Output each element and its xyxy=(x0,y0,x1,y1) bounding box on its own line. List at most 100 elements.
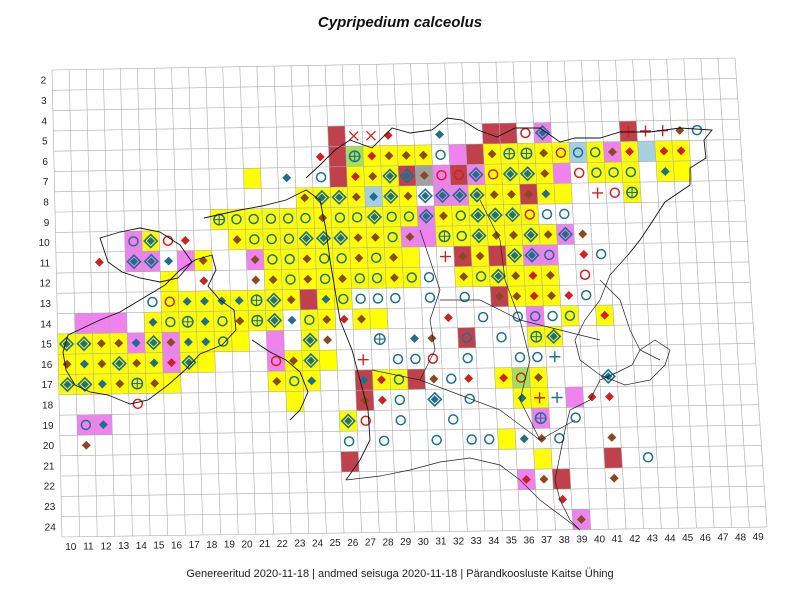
grid-cell-35-17 xyxy=(494,367,513,389)
diamond-marker xyxy=(512,291,522,301)
grid-line-horizontal xyxy=(51,57,736,71)
grid-line-horizontal xyxy=(54,180,744,193)
cell-fill xyxy=(621,161,641,183)
grid-line-vertical xyxy=(102,69,116,537)
grid-cell-27-13 xyxy=(355,293,366,304)
diamond-marker xyxy=(468,166,484,183)
diamond-marker xyxy=(494,292,504,301)
circle-marker xyxy=(541,208,553,220)
grid-cell-19-15 xyxy=(214,331,233,352)
diamond-marker xyxy=(504,207,521,223)
x-axis-label: 35 xyxy=(506,536,518,547)
grid-cell-27-5 xyxy=(348,130,359,141)
diamond-marker xyxy=(132,358,142,368)
diamond-marker xyxy=(303,352,319,369)
grid-cell-36-13 xyxy=(507,285,526,307)
grid-cell-17-15 xyxy=(179,331,198,353)
grid-cell-33-12 xyxy=(454,266,473,287)
grid-line-vertical xyxy=(376,64,398,533)
grid-cell-25-6 xyxy=(315,152,325,162)
cell-fill xyxy=(540,244,559,266)
circle-marker xyxy=(423,271,435,283)
diamond-marker xyxy=(417,188,433,204)
diamond-marker xyxy=(146,236,155,246)
grid-cell-12-19 xyxy=(94,414,113,435)
grid-cell-24-10 xyxy=(297,228,316,249)
diamond-marker xyxy=(540,169,550,178)
circle-marker xyxy=(477,311,489,323)
diamond-marker xyxy=(370,212,379,222)
grid-cell-27-10 xyxy=(349,227,368,248)
grid-line-vertical xyxy=(649,59,680,529)
diamond-marker xyxy=(333,230,349,246)
x-axis-label: 36 xyxy=(524,535,536,546)
grid-cell-46-6 xyxy=(671,140,691,162)
grid-cell-30-11 xyxy=(401,246,420,268)
grid-cell-28-11 xyxy=(367,247,386,269)
grid-line-vertical xyxy=(427,63,451,532)
diamond-marker xyxy=(321,294,331,304)
grid-line-vertical xyxy=(410,63,433,532)
cell-fill xyxy=(568,142,588,163)
diamond-marker xyxy=(58,336,75,352)
diamond-marker xyxy=(507,247,523,264)
diamond-marker xyxy=(470,207,486,223)
grid-cell-38-12 xyxy=(541,264,560,286)
grid-cell-33-9 xyxy=(451,205,470,226)
grid-line-vertical xyxy=(273,66,292,534)
circle-marker xyxy=(394,394,406,406)
grid-cell-32-11 xyxy=(439,251,451,263)
grid-cell-39-19 xyxy=(570,412,581,423)
grid-line-horizontal xyxy=(55,220,747,233)
y-axis-label: 6 xyxy=(42,157,48,168)
footer-separator: | xyxy=(312,568,315,580)
y-axis-label: 20 xyxy=(43,441,55,452)
bay-coastline xyxy=(251,339,309,421)
grid-cell-39-7 xyxy=(552,162,572,184)
diamond-marker xyxy=(459,272,469,282)
diamond-marker xyxy=(307,376,317,386)
grid-cell-18-15 xyxy=(196,331,215,353)
grid-cell-32-7 xyxy=(432,164,451,186)
diamond-marker xyxy=(79,339,89,348)
grid-line-vertical xyxy=(632,59,662,529)
grid-cell-32-10 xyxy=(435,225,454,247)
diamond-marker xyxy=(318,213,328,223)
grid-cell-43-7 xyxy=(621,161,641,183)
circle-marker xyxy=(319,253,330,264)
diamond-marker xyxy=(268,275,278,285)
diamond-marker xyxy=(322,315,332,325)
diamond-marker xyxy=(529,291,539,301)
grid-cell-26-14 xyxy=(339,314,349,324)
grid-line-vertical xyxy=(120,68,133,537)
grid-cell-34-20 xyxy=(483,434,495,445)
grid-line-vertical xyxy=(137,68,151,536)
diamond-marker xyxy=(506,189,516,199)
grid-line-vertical xyxy=(205,67,221,535)
diamond-marker xyxy=(76,336,92,352)
grid-cell-26-20 xyxy=(343,436,355,447)
grid-line-vertical xyxy=(171,67,186,536)
plus-marker xyxy=(504,148,515,159)
diamond-marker xyxy=(200,296,209,306)
diamond-marker xyxy=(182,296,192,306)
cell-fill xyxy=(551,142,571,164)
circle-marker xyxy=(132,398,144,410)
cell-fill xyxy=(243,168,262,189)
cell-fill xyxy=(316,268,335,290)
grid-cell-21-14 xyxy=(248,310,267,331)
x-axis-labels: 10 11 12 13 14 15 16 17 18 19 20 21 22 23 24 25 26 27 28 29… xyxy=(65,532,764,553)
grid-cell-13-14 xyxy=(109,312,128,334)
diamond-marker xyxy=(475,251,485,261)
grid-cell-35-6 xyxy=(483,143,502,165)
circle-marker xyxy=(543,249,555,261)
cell-fill xyxy=(267,350,286,372)
diamond-marker xyxy=(422,212,431,221)
grid-line-vertical xyxy=(717,58,750,528)
diamond-marker xyxy=(302,234,311,243)
cell-fill xyxy=(231,330,250,352)
cell-fill xyxy=(369,308,388,330)
diamond-marker xyxy=(289,356,298,366)
cell-fill xyxy=(552,162,572,184)
circle-marker xyxy=(386,211,397,223)
